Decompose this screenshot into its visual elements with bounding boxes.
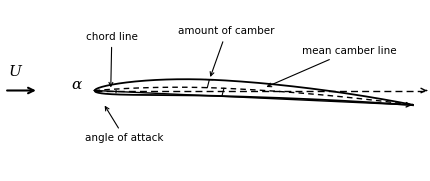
Text: chord line: chord line	[86, 32, 138, 86]
Text: amount of camber: amount of camber	[178, 26, 275, 76]
Text: U: U	[9, 65, 22, 79]
Text: angle of attack: angle of attack	[86, 107, 164, 143]
Text: mean camber line: mean camber line	[267, 46, 397, 87]
Text: α: α	[71, 78, 81, 92]
